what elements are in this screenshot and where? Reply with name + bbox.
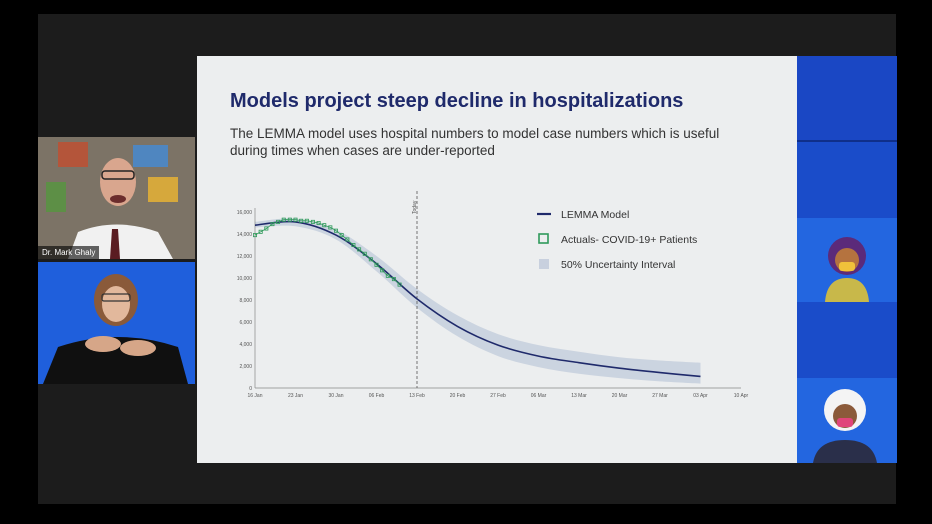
actuals-point (310, 219, 315, 224)
actuals-point (253, 233, 258, 238)
legend-label: LEMMA Model (561, 209, 629, 221)
legend-swatch-actuals (538, 233, 549, 244)
actuals-point (368, 257, 373, 262)
x-tick-label: 06 Feb (369, 393, 385, 399)
x-tick-label: 20 Feb (450, 393, 466, 399)
participant-avatar-icon (825, 237, 869, 302)
actuals-point (397, 282, 402, 287)
actuals-point (287, 217, 292, 222)
participant-video-tile-speaker[interactable]: Dr. Mark Ghaly (38, 137, 195, 259)
legend-swatch-uncertainty (539, 259, 549, 269)
actuals-point (339, 233, 344, 238)
participant-tile-1[interactable] (797, 56, 897, 140)
x-tick-label: 30 Jan (328, 393, 343, 399)
actuals-point (351, 242, 356, 247)
x-tick-label: 13 Mar (571, 393, 587, 399)
actuals-point (374, 262, 379, 267)
actuals-point (391, 277, 396, 282)
x-tick-label: 16 Jan (247, 393, 262, 399)
actuals-point (328, 225, 333, 230)
y-tick-label: 4,000 (239, 342, 252, 348)
y-tick-label: 10,000 (237, 276, 253, 282)
actuals-point (304, 218, 309, 223)
participant-video-tile-interpreter[interactable] (38, 262, 195, 384)
x-tick-label: 23 Jan (288, 393, 303, 399)
y-tick-label: 0 (249, 386, 252, 392)
chart-legend: LEMMA Model Actuals- COVID-19+ Patients 50… (537, 209, 697, 271)
y-tick-label: 8,000 (239, 298, 252, 304)
actuals-point (345, 237, 350, 242)
y-tick-label: 6,000 (239, 320, 252, 326)
actuals-point (293, 217, 298, 222)
today-marker-label: Today (412, 200, 418, 214)
x-tick-label: 10 Apr (734, 393, 749, 399)
slide-title: Models project steep decline in hospital… (230, 90, 684, 112)
legend-label: Actuals- COVID-19+ Patients (561, 234, 697, 246)
actuals-point (385, 273, 390, 278)
x-tick-label: 13 Feb (409, 393, 425, 399)
actuals-point (322, 223, 327, 228)
actuals-point (316, 220, 321, 225)
slide-subtitle: The LEMMA model uses hospital numbers to… (230, 126, 720, 158)
participant-tile-5[interactable] (797, 378, 897, 463)
actuals-point (258, 229, 263, 234)
tile-divider (797, 140, 897, 142)
actuals-point (299, 218, 304, 223)
participant-tile-2[interactable] (797, 142, 897, 218)
presentation-slide: Models project steep decline in hospital… (197, 56, 797, 463)
actuals-point (264, 226, 269, 231)
y-tick-label: 14,000 (237, 232, 253, 238)
series-line-lemma-model (254, 220, 701, 378)
participant-avatar-icon (813, 389, 877, 463)
participant-tile-3[interactable] (797, 218, 897, 302)
legend-label: 50% Uncertainty Interval (561, 259, 675, 271)
actuals-point (276, 219, 281, 224)
y-tick-label: 12,000 (237, 254, 253, 260)
x-tick-label: 20 Mar (612, 393, 628, 399)
speaker-video-feed (38, 137, 195, 259)
plot-area: 0 2,000 4,000 6,000 8,000 10,000 12,000 14,000 1… (237, 191, 749, 399)
y-tick-label: 2,000 (239, 364, 252, 370)
actuals-point (357, 247, 362, 252)
actuals-point (281, 217, 286, 222)
series-line-actuals (254, 219, 400, 285)
x-tick-label: 03 Apr (693, 393, 708, 399)
uncertainty-band (255, 218, 701, 384)
y-tick-label: 16,000 (237, 210, 253, 216)
participant-tile-4[interactable] (797, 302, 897, 378)
x-tick-label: 27 Feb (490, 393, 506, 399)
actuals-point (270, 222, 275, 227)
actuals-point (380, 268, 385, 273)
participant-name-label: Dr. Mark Ghaly (38, 246, 100, 259)
actuals-point (362, 251, 367, 256)
hospitalization-chart: 0 2,000 4,000 6,000 8,000 10,000 12,000 14,000 1… (237, 191, 749, 399)
actuals-point (333, 228, 338, 233)
participant-strip (797, 56, 897, 463)
x-tick-label: 27 Mar (652, 393, 668, 399)
x-tick-label: 06 Mar (531, 393, 547, 399)
interpreter-video-feed (38, 262, 195, 384)
